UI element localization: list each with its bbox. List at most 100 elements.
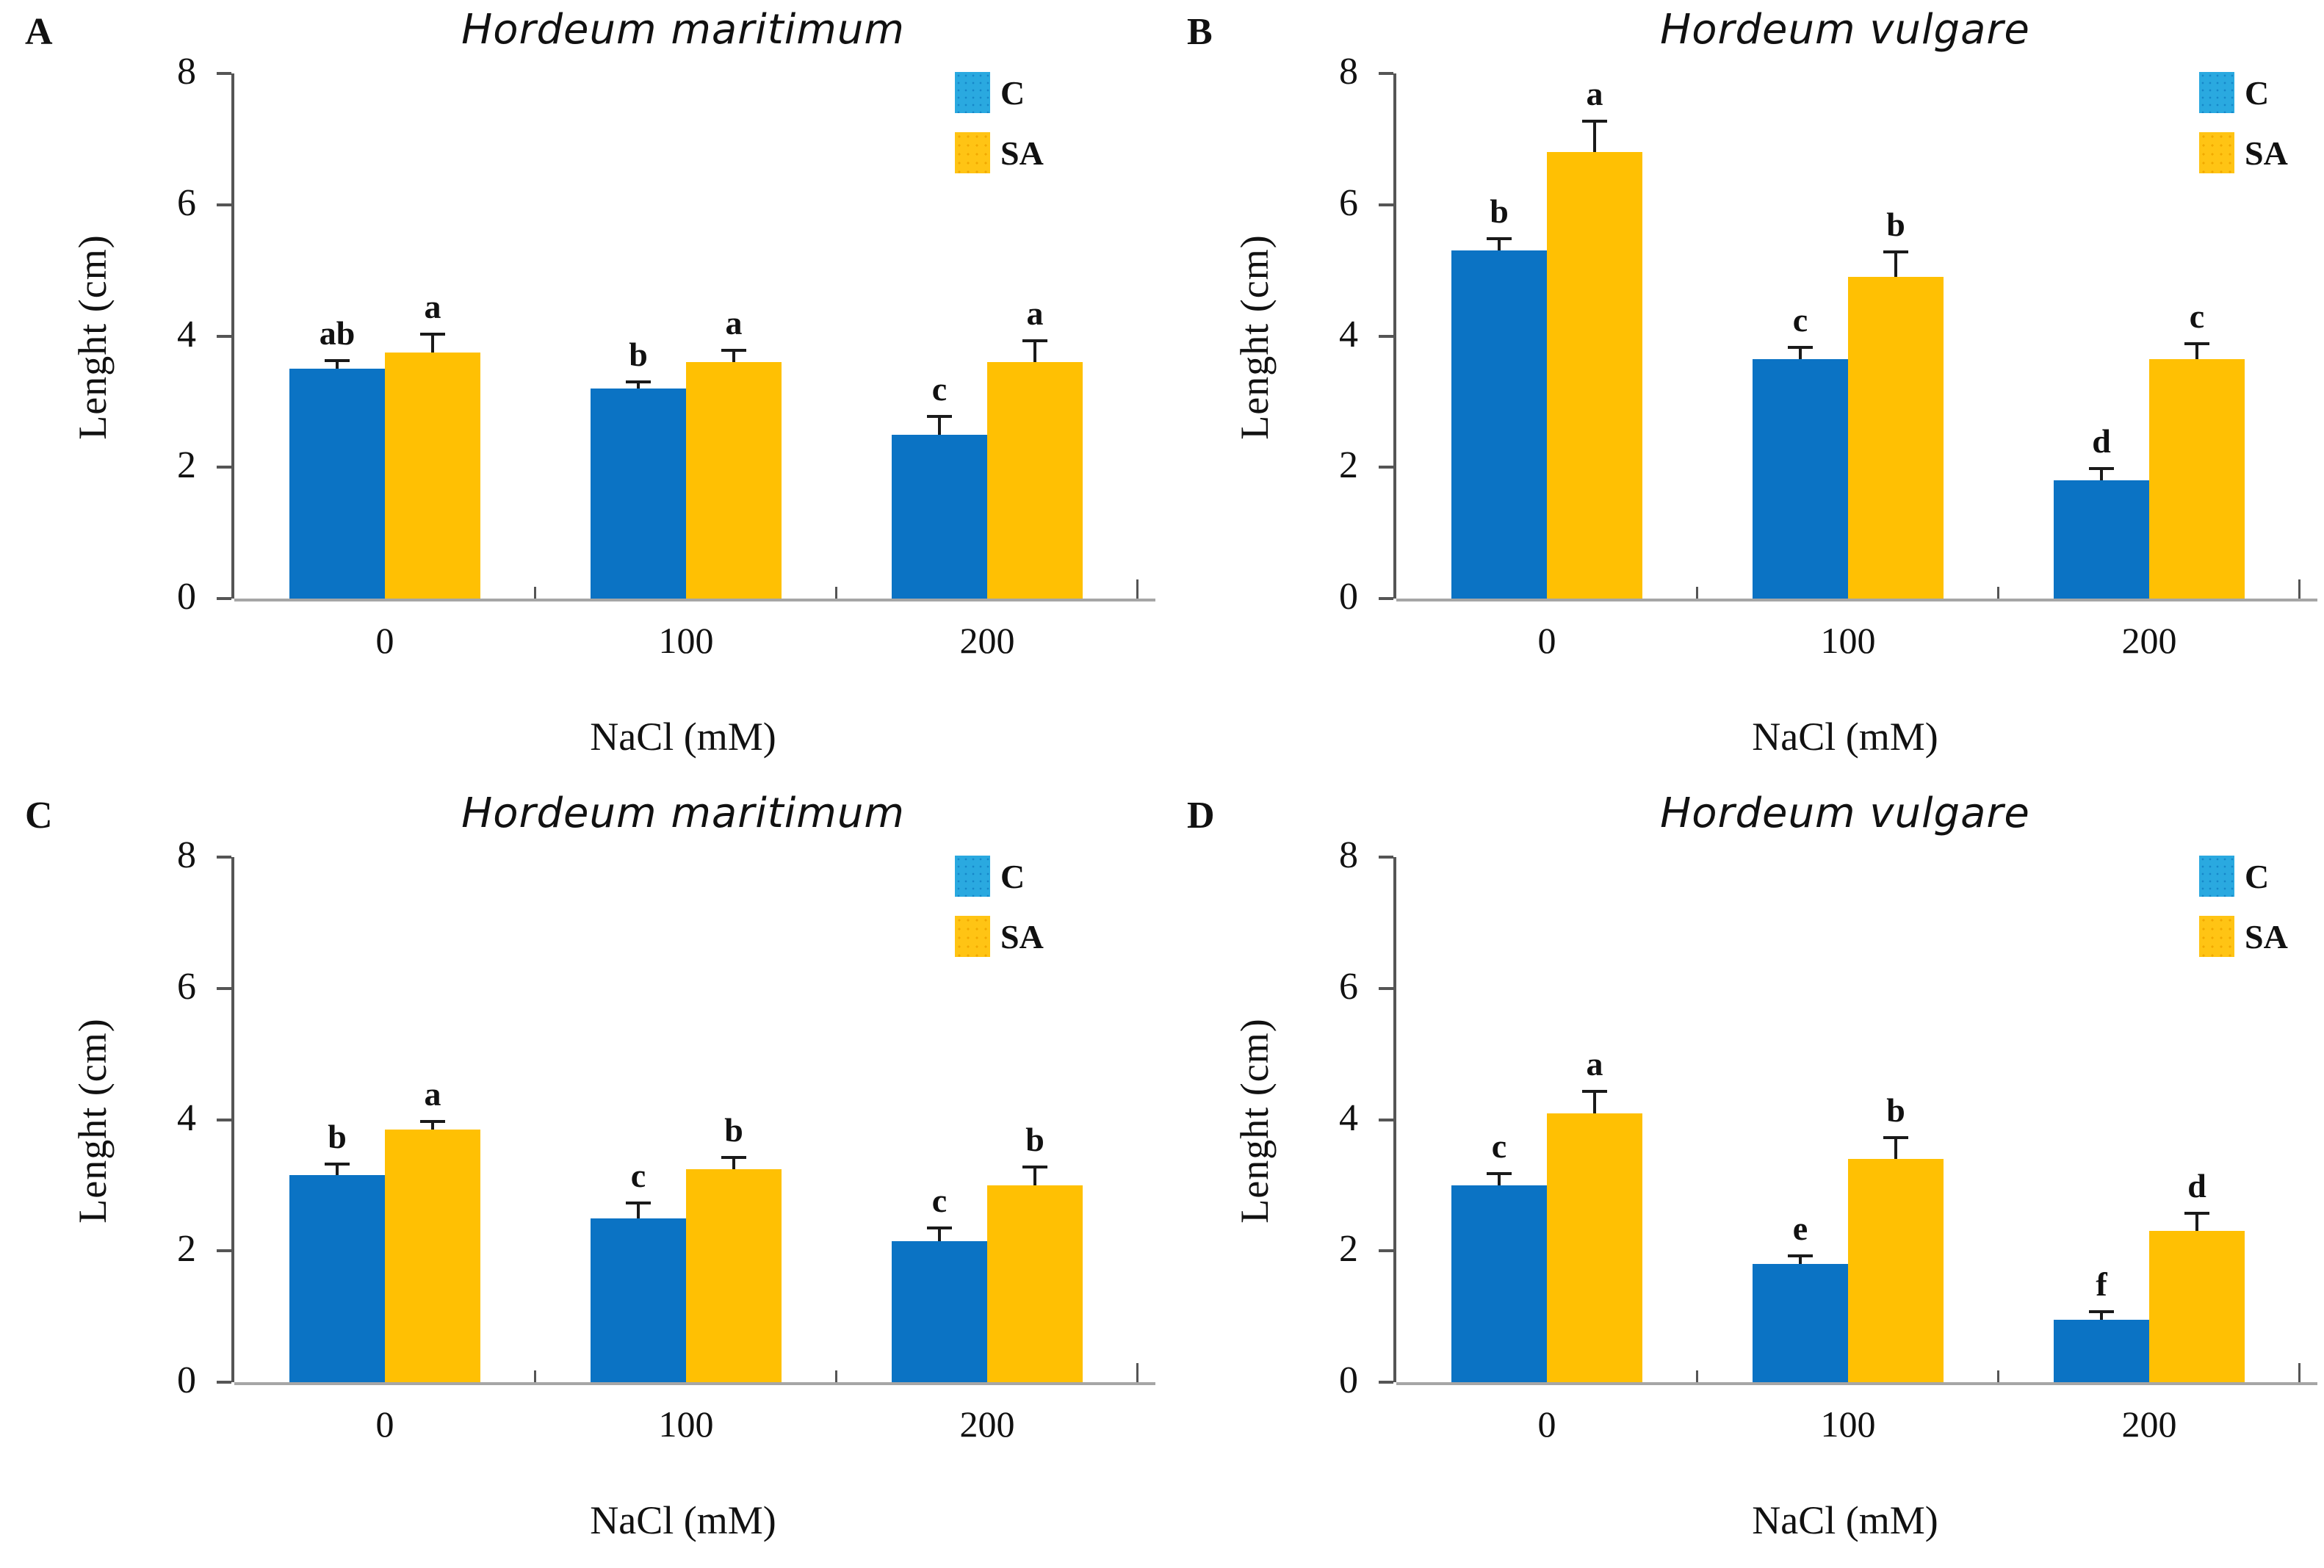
error-bar xyxy=(1788,345,1813,359)
bar-control xyxy=(591,389,686,599)
panel-a: A Hordeum maritimum Lenght (cm) 0 2 4 6 8 ab a… xyxy=(0,0,1162,784)
error-bar-stem xyxy=(2100,1309,2103,1320)
bar-sa xyxy=(2149,358,2245,599)
y-tick-label: 2 xyxy=(177,444,196,487)
y-tick-label: 6 xyxy=(177,965,196,1008)
panel-letter: D xyxy=(1187,795,1215,837)
significance-letter: f xyxy=(2096,1265,2107,1303)
x-axis-tick xyxy=(534,587,536,599)
legend-entry-c: C xyxy=(2199,72,2288,113)
significance-letter: b xyxy=(1490,192,1509,231)
x-axis-title: NaCl (mM) xyxy=(1752,1498,1938,1542)
y-tick-label: 2 xyxy=(1339,1228,1358,1271)
bar-control xyxy=(1451,1185,1547,1382)
y-tick-label: 2 xyxy=(1339,444,1358,487)
x-axis-tick xyxy=(534,1370,536,1382)
legend: C SA xyxy=(955,72,1044,173)
significance-letter: e xyxy=(1792,1209,1808,1247)
y-tick-label: 8 xyxy=(1339,51,1358,93)
plot-area: 0 2 4 6 8 b a 0 c b 100 c b 200 xyxy=(177,835,1155,1445)
y-axis-tick xyxy=(1379,597,1393,600)
legend-label-sa: SA xyxy=(2245,917,2288,955)
y-axis-tick xyxy=(1379,1249,1393,1253)
bar-sa xyxy=(686,1168,782,1382)
legend-label-c: C xyxy=(1000,73,1025,112)
y-tick-label: 0 xyxy=(177,1359,196,1401)
y-axis-tick xyxy=(217,466,231,469)
x-tick-label: 100 xyxy=(1820,620,1876,661)
error-bar xyxy=(1022,339,1047,363)
error-bar-cap xyxy=(1883,250,1908,254)
error-bar-cap xyxy=(2089,1309,2114,1313)
significance-letter: c xyxy=(630,1157,646,1195)
error-bar-cap xyxy=(1022,339,1047,342)
y-axis-tick xyxy=(217,334,231,338)
bar-control xyxy=(2054,1320,2149,1382)
bar-sa xyxy=(385,1129,480,1382)
y-tick-label: 0 xyxy=(177,576,196,618)
bar-sa xyxy=(987,362,1083,599)
significance-letter: b xyxy=(629,336,648,374)
error-bar xyxy=(1022,1166,1047,1185)
error-bar-stem xyxy=(732,1155,735,1169)
error-bar xyxy=(420,333,445,353)
y-axis-tick xyxy=(1379,856,1393,859)
y-tick-label: 4 xyxy=(177,1096,196,1139)
chart-title: Hordeum maritimum xyxy=(461,790,905,837)
error-bar-cap xyxy=(1582,1090,1607,1094)
error-bar-cap xyxy=(721,1155,746,1159)
error-bar xyxy=(1582,1090,1607,1113)
x-tick-label: 0 xyxy=(1537,1403,1556,1445)
x-tick-label: 100 xyxy=(658,1403,714,1445)
error-bar-cap xyxy=(2184,342,2209,346)
error-bar-stem xyxy=(2195,1211,2198,1232)
error-bar xyxy=(325,358,350,369)
error-bar xyxy=(325,1162,350,1176)
error-bar-cap xyxy=(2089,467,2114,471)
error-bar-cap xyxy=(721,349,746,353)
significance-letter: c xyxy=(931,369,948,408)
error-bar xyxy=(927,1226,952,1241)
y-tick-label: 6 xyxy=(1339,181,1358,224)
legend-swatch-c xyxy=(2199,856,2234,897)
x-axis-title: NaCl (mM) xyxy=(590,715,776,759)
legend-entry-c: C xyxy=(2199,856,2288,897)
y-axis-tick xyxy=(1379,986,1393,990)
legend-entry-sa: SA xyxy=(955,132,1044,173)
y-axis-tick xyxy=(217,72,231,75)
y-tick-label: 2 xyxy=(177,1228,196,1271)
error-bar-cap xyxy=(927,1226,952,1230)
x-axis-line xyxy=(234,1382,1155,1385)
legend-entry-sa: SA xyxy=(955,916,1044,957)
panel-letter: C xyxy=(25,795,53,837)
bar-control xyxy=(591,1218,686,1382)
x-tick-label: 200 xyxy=(2121,1403,2177,1445)
bar-sa xyxy=(1547,152,1642,599)
error-bar xyxy=(1582,119,1607,153)
x-axis-line xyxy=(1396,599,2317,601)
error-bar-cap xyxy=(1487,237,1512,241)
significance-letter: a xyxy=(424,288,441,326)
y-tick-label: 6 xyxy=(177,181,196,224)
error-bar xyxy=(420,1119,445,1130)
error-bar-stem xyxy=(637,380,640,389)
error-bar xyxy=(1883,250,1908,278)
bar-sa xyxy=(1848,277,1944,599)
error-bar-cap xyxy=(1788,1254,1813,1257)
legend-label-c: C xyxy=(2245,857,2270,895)
chart-title: Hordeum vulgare xyxy=(1660,6,2030,54)
error-bar-cap xyxy=(1582,119,1607,123)
error-bar-cap xyxy=(1022,1166,1047,1169)
bar-sa xyxy=(2149,1231,2245,1382)
bar-sa xyxy=(385,352,480,599)
error-bar xyxy=(2089,1309,2114,1320)
x-axis-tick xyxy=(1997,587,1999,599)
error-bar-stem xyxy=(336,358,339,369)
significance-letter: b xyxy=(724,1110,743,1149)
bar-control xyxy=(289,369,385,599)
y-axis-tick xyxy=(1379,1381,1393,1384)
x-tick-label: 0 xyxy=(375,1403,394,1445)
